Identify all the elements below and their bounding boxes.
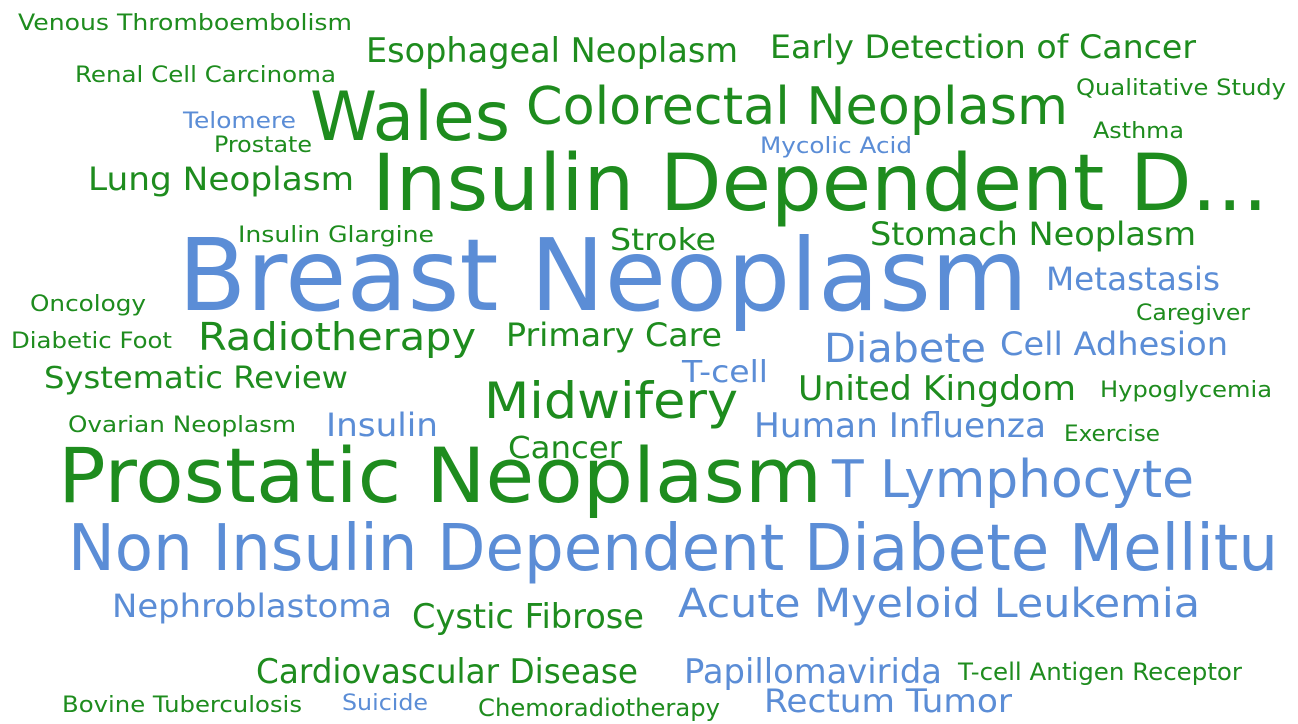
word: Bovine Tuberculosis xyxy=(62,693,302,718)
word: Radiotherapy xyxy=(198,315,476,359)
word: Papillomavirida xyxy=(684,652,942,692)
word: Mycolic Acid xyxy=(760,134,912,159)
word: Human Influenza xyxy=(754,406,1046,446)
word: Stroke xyxy=(610,223,716,258)
word: Chemoradiotherapy xyxy=(478,694,720,722)
word: Primary Care xyxy=(506,316,722,354)
word: Suicide xyxy=(342,691,428,716)
word: Metastasis xyxy=(1046,260,1220,298)
word: Insulin xyxy=(326,406,438,444)
word: Insulin Glargine xyxy=(238,223,434,248)
word: T Lymphocyte xyxy=(831,450,1194,510)
word: Cell Adhesion xyxy=(1000,325,1228,363)
word: Caregiver xyxy=(1136,301,1251,326)
word: Nephroblastoma xyxy=(112,587,392,625)
word: Exercise xyxy=(1064,422,1160,447)
word: Prostate xyxy=(214,133,312,158)
word: Lung Neoplasm xyxy=(88,160,354,198)
word: Midwifery xyxy=(484,372,738,430)
word: Wales xyxy=(310,78,510,157)
word: Systematic Review xyxy=(44,361,348,396)
word: Colorectal Neoplasm xyxy=(526,77,1068,137)
word: Diabetic Foot xyxy=(11,329,172,354)
word: Qualitative Study xyxy=(1076,76,1286,101)
word: Venous Thromboembolism xyxy=(18,11,352,36)
word: Cardiovascular Disease xyxy=(256,652,638,692)
word: Telomere xyxy=(182,109,296,134)
word: Asthma xyxy=(1093,119,1184,144)
word: Diabete xyxy=(824,326,986,372)
word: Cancer xyxy=(508,431,623,466)
word: Acute Myeloid Leukemia xyxy=(678,581,1200,627)
word: Stomach Neoplasm xyxy=(870,215,1196,253)
word: Prostatic Neoplasm xyxy=(58,431,822,520)
word: United Kingdom xyxy=(798,369,1076,409)
word: Oncology xyxy=(30,292,146,317)
word: T-cell xyxy=(681,355,768,390)
word: Breast Neoplasm xyxy=(178,217,1028,334)
word: T-cell Antigen Receptor xyxy=(957,658,1242,686)
word: Non Insulin Dependent Diabete Mellitu xyxy=(68,512,1278,586)
word: Cystic Fibrose xyxy=(412,597,644,637)
word: Rectum Tumor xyxy=(764,682,1013,720)
word: Renal Cell Carcinoma xyxy=(75,63,336,88)
word: Esophageal Neoplasm xyxy=(366,31,738,71)
word: Ovarian Neoplasm xyxy=(68,413,296,438)
word: Insulin Dependent D... xyxy=(372,139,1268,229)
word: Hypoglycemia xyxy=(1100,378,1272,403)
word: Early Detection of Cancer xyxy=(770,28,1197,66)
